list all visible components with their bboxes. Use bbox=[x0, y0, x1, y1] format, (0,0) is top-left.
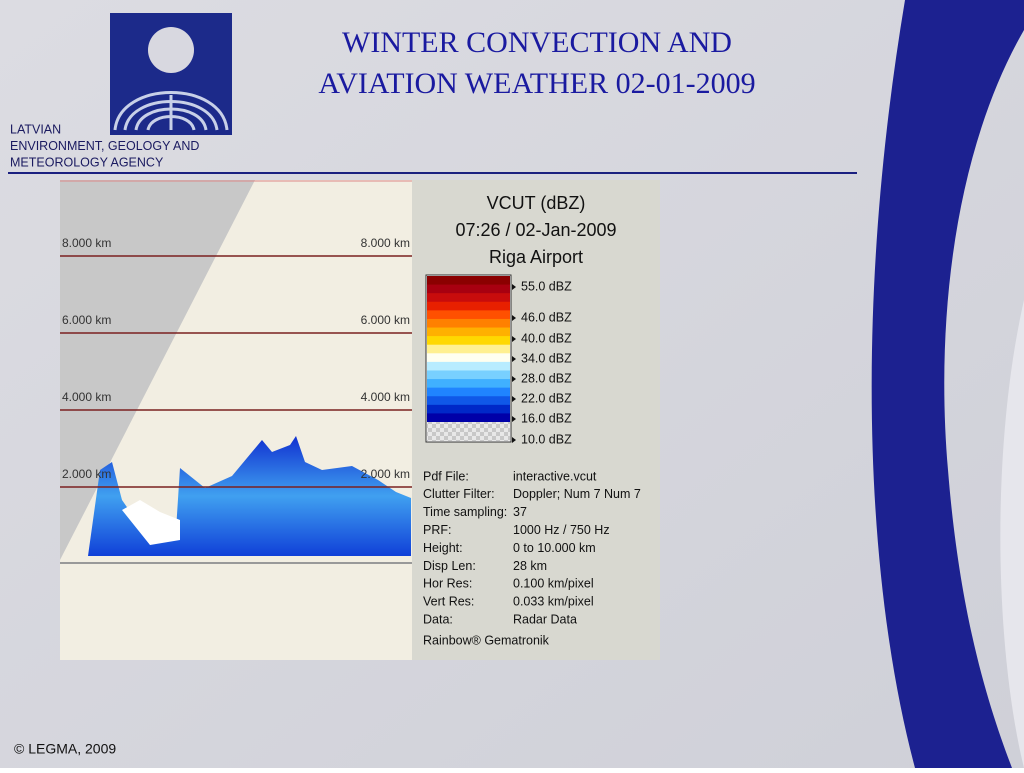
height-label: 6.000 km bbox=[62, 313, 111, 327]
scale-band bbox=[427, 379, 510, 389]
scale-band bbox=[427, 318, 510, 329]
scale-band bbox=[427, 301, 510, 311]
scale-arrow bbox=[512, 315, 516, 321]
info-key: Vert Res: bbox=[423, 595, 474, 609]
height-label: 6.000 km bbox=[361, 313, 410, 327]
info-value: 0.100 km/pixel bbox=[513, 577, 594, 591]
info-key: Time sampling: bbox=[423, 505, 507, 519]
info-key: Clutter Filter: bbox=[423, 487, 495, 501]
scale-label: 46.0 dBZ bbox=[521, 310, 572, 324]
height-label: 2.000 km bbox=[62, 467, 111, 481]
scale-band bbox=[427, 413, 510, 423]
swoosh-light bbox=[1000, 300, 1024, 768]
scale-label: 55.0 dBZ bbox=[521, 279, 572, 293]
scale-label: 16.0 dBZ bbox=[521, 411, 572, 425]
scale-band bbox=[427, 353, 510, 363]
scale-arrow bbox=[512, 376, 516, 382]
scale-arrow bbox=[512, 437, 516, 443]
info-key: Height: bbox=[423, 541, 463, 555]
height-label: 4.000 km bbox=[361, 390, 410, 404]
info-key: Hor Res: bbox=[423, 577, 472, 591]
scale-band bbox=[427, 387, 510, 397]
echo-gap bbox=[122, 500, 180, 545]
scale-label: 40.0 dBZ bbox=[521, 331, 572, 345]
scale-band bbox=[427, 284, 510, 294]
scale-band bbox=[427, 396, 510, 406]
scale-arrow bbox=[512, 416, 516, 422]
height-label: 4.000 km bbox=[62, 390, 111, 404]
credit: Rainbow® Gematronik bbox=[423, 633, 550, 647]
info-value: Doppler; Num 7 Num 7 bbox=[513, 487, 641, 501]
info-value: 0.033 km/pixel bbox=[513, 595, 594, 609]
info-value: 37 bbox=[513, 505, 527, 519]
scale-label: 10.0 dBZ bbox=[521, 432, 572, 446]
info-key: Data: bbox=[423, 612, 453, 626]
info-key: Disp Len: bbox=[423, 559, 476, 573]
scale-band bbox=[427, 361, 510, 371]
info-value: interactive.vcut bbox=[513, 469, 597, 483]
swoosh bbox=[871, 0, 1024, 768]
scale-nodata bbox=[427, 422, 510, 441]
scale-arrow bbox=[512, 336, 516, 342]
scale-band bbox=[427, 327, 510, 337]
scale-arrow bbox=[512, 284, 516, 290]
info-value: 0 to 10.000 km bbox=[513, 541, 596, 555]
scale-band bbox=[427, 310, 510, 320]
scale-band bbox=[427, 344, 510, 354]
scale-arrow bbox=[512, 356, 516, 362]
radar-echo bbox=[88, 436, 411, 556]
title-line: AVIATION WEATHER 02-01-2009 bbox=[318, 67, 755, 100]
height-label: 2.000 km bbox=[361, 467, 410, 481]
info-key: PRF: bbox=[423, 523, 451, 537]
agency-line: METEOROLOGY AGENCY bbox=[10, 155, 164, 169]
scale-label: 28.0 dBZ bbox=[521, 371, 572, 385]
info-value: Radar Data bbox=[513, 612, 577, 626]
info-value: 1000 Hz / 750 Hz bbox=[513, 523, 610, 537]
panel-title: 07:26 / 02-Jan-2009 bbox=[455, 220, 616, 240]
scale-band bbox=[427, 336, 510, 346]
height-label: 8.000 km bbox=[361, 236, 410, 250]
info-key: Pdf File: bbox=[423, 469, 469, 483]
agency-line: LATVIAN bbox=[10, 122, 61, 136]
title-line: WINTER CONVECTION AND bbox=[342, 26, 732, 59]
agency-line: ENVIRONMENT, GEOLOGY AND bbox=[10, 139, 199, 153]
height-label: 8.000 km bbox=[62, 236, 111, 250]
logo bbox=[110, 13, 232, 135]
info-value: 28 km bbox=[513, 559, 547, 573]
scale-band bbox=[427, 276, 510, 286]
scale-label: 22.0 dBZ bbox=[521, 391, 572, 405]
scale-arrow bbox=[512, 396, 516, 402]
panel-title: VCUT (dBZ) bbox=[487, 193, 586, 213]
panel-title: Riga Airport bbox=[489, 247, 583, 267]
scale-band bbox=[427, 293, 510, 303]
scale-band bbox=[427, 404, 510, 414]
scale-band bbox=[427, 370, 510, 380]
scale-label: 34.0 dBZ bbox=[521, 351, 572, 365]
footer: © LEGMA, 2009 bbox=[14, 741, 116, 757]
